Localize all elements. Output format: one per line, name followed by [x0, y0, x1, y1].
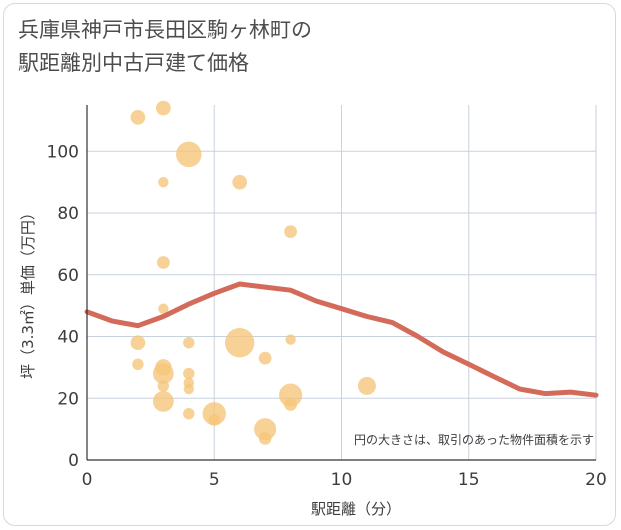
x-axis-label: 駅距離（分）: [311, 500, 401, 518]
bubble-point: [232, 174, 248, 190]
bubble-point: [208, 414, 220, 426]
bubble-point: [157, 380, 170, 392]
bubble-point: [285, 334, 296, 345]
bubble-point: [130, 335, 146, 351]
y-tick-label: 60: [57, 266, 79, 286]
axes: 0 5 10 15 20 0 20 40 60 80 100: [47, 105, 607, 490]
bubble-point: [278, 383, 303, 407]
bubble-point: [284, 398, 297, 411]
x-tick-label: 0: [82, 470, 93, 490]
bubble-point: [132, 358, 144, 371]
y-tick-label: 100: [47, 142, 79, 162]
bubble-point: [254, 418, 277, 441]
y-tick-label: 80: [57, 204, 79, 224]
y-axis-label: 坪（3.3㎡）単価（万円）: [19, 205, 37, 379]
chart-card: [3, 3, 616, 526]
bubble-point: [357, 376, 376, 395]
bubble-point: [155, 100, 171, 116]
bubble-point: [130, 109, 146, 125]
bubble-point: [202, 402, 226, 426]
bubble-point: [258, 351, 272, 365]
bubble-point: [152, 363, 174, 384]
size-note: 円の大きさは、取引のあった物件面積を示す: [354, 432, 594, 447]
bubble-point: [158, 303, 169, 314]
x-tick-label: 5: [209, 470, 220, 490]
y-tick-label: 0: [68, 451, 79, 471]
bubble-point: [284, 225, 297, 238]
y-tick-label: 40: [57, 328, 79, 348]
bubble-point: [183, 336, 195, 349]
bubble-point: [176, 141, 202, 168]
bubble-point: [152, 390, 174, 412]
bubble-point: [224, 327, 255, 358]
x-tick-label: 10: [331, 470, 353, 490]
bubble-point: [183, 407, 195, 420]
bubble-point: [158, 176, 169, 188]
grid: [87, 105, 597, 460]
y-tick-label: 20: [57, 389, 79, 409]
bubble-point: [258, 432, 272, 445]
bubble-layer: [130, 100, 376, 445]
chart-title: 兵庫県神戸市長田区駒ヶ林町の 駅距離別中古戸建て価格: [18, 18, 312, 75]
x-tick-label: 20: [585, 470, 607, 490]
bubble-point: [183, 367, 195, 380]
trend-layer: [84, 281, 599, 398]
bubble-point: [156, 256, 170, 269]
bubble-point: [183, 383, 194, 395]
x-tick-label: 15: [458, 470, 480, 490]
trend-line: [84, 281, 599, 398]
